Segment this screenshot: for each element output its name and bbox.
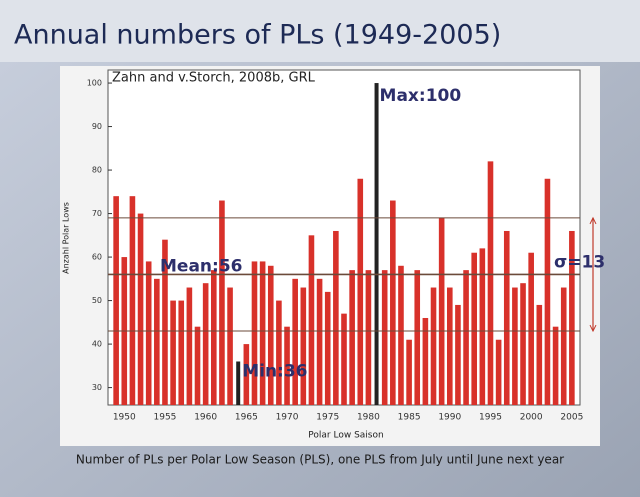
x-tick-label: 1990 [438,413,461,423]
bar [186,287,193,405]
bar [251,261,258,405]
bar [560,287,567,405]
x-tick-label: 1955 [154,413,177,423]
bar [512,287,518,405]
y-tick-label: 80 [92,166,102,175]
bar [357,178,364,405]
bar [471,252,478,405]
x-tick-label: 1985 [398,413,421,423]
mean-annotation: Mean:56 [160,256,242,276]
bar [316,278,323,405]
bar [414,270,421,405]
bar [194,326,201,405]
x-tick-label: 1970 [276,413,299,423]
bar [365,270,372,405]
y-tick-label: 40 [92,340,102,349]
bar [259,261,266,405]
bar [202,283,209,405]
bar [438,217,445,405]
bar [129,196,136,405]
sigma-arrow-head [589,324,597,333]
bar [374,83,379,406]
bar [243,344,250,405]
y-tick-label: 30 [92,383,102,392]
caption: Number of PLs per Polar Low Season (PLS)… [76,453,564,467]
bar [406,339,412,405]
y-tick-label: 90 [92,122,102,131]
y-tick-label: 100 [87,79,102,88]
bar [276,300,282,405]
bar [544,178,551,405]
sigma-annotation: σ=13 [554,252,605,272]
bar [463,270,469,405]
title-strip [0,0,640,62]
bar [430,287,437,405]
bar [536,304,543,405]
bar [455,304,461,405]
bar [479,248,486,405]
bar [495,339,502,405]
bar [308,235,315,405]
bar [349,270,355,405]
y-axis-label: Anzahl Polar Lows [62,202,71,274]
bar [398,265,404,405]
bar [300,287,307,405]
bar [520,283,526,405]
slide-title: Annual numbers of PLs (1949-2005) [14,20,501,51]
x-tick-label: 1975 [316,413,339,423]
y-tick-label: 60 [92,253,102,262]
x-tick-label: 1980 [357,413,380,423]
bar [267,265,274,405]
bar [569,230,575,405]
bar [390,200,396,405]
bar [170,300,176,405]
x-axis-label: Polar Low Saison [308,431,383,441]
x-tick-label: 1965 [235,413,258,423]
bar [503,230,510,405]
x-tick-label: 1960 [194,413,217,423]
bar [113,196,119,405]
plot: 30 40 50 60 70 80 90 100 1950 1955 1960 1965 1970 197… [87,79,605,423]
bar [341,313,347,405]
y-tick-label: 50 [92,296,102,305]
bar [227,287,233,405]
bar [292,278,298,405]
bar [333,230,339,405]
bar [381,270,388,405]
bar [178,300,185,405]
bar [284,326,290,405]
bar [324,291,331,405]
min-annotation: Min:36 [242,361,307,381]
bar [154,278,160,405]
x-tick-label: 2005 [560,413,583,423]
max-annotation: Max:100 [380,86,462,106]
chart-note: Zahn and v.Storch, 2008b, GRL [112,71,316,86]
bar [528,252,534,405]
sigma-arrow-head [589,216,597,225]
bar [236,361,241,405]
bar [162,239,168,405]
bar [487,161,494,405]
x-tick-label: 1995 [479,413,502,423]
bar [145,261,152,405]
x-tick-label: 1950 [113,413,136,423]
bar [422,317,429,405]
bar [210,270,217,405]
bar [552,326,559,405]
bar [137,213,144,405]
y-tick-label: 70 [92,209,102,218]
bar [446,287,453,405]
bar [219,200,225,405]
x-tick-label: 2000 [520,413,543,423]
